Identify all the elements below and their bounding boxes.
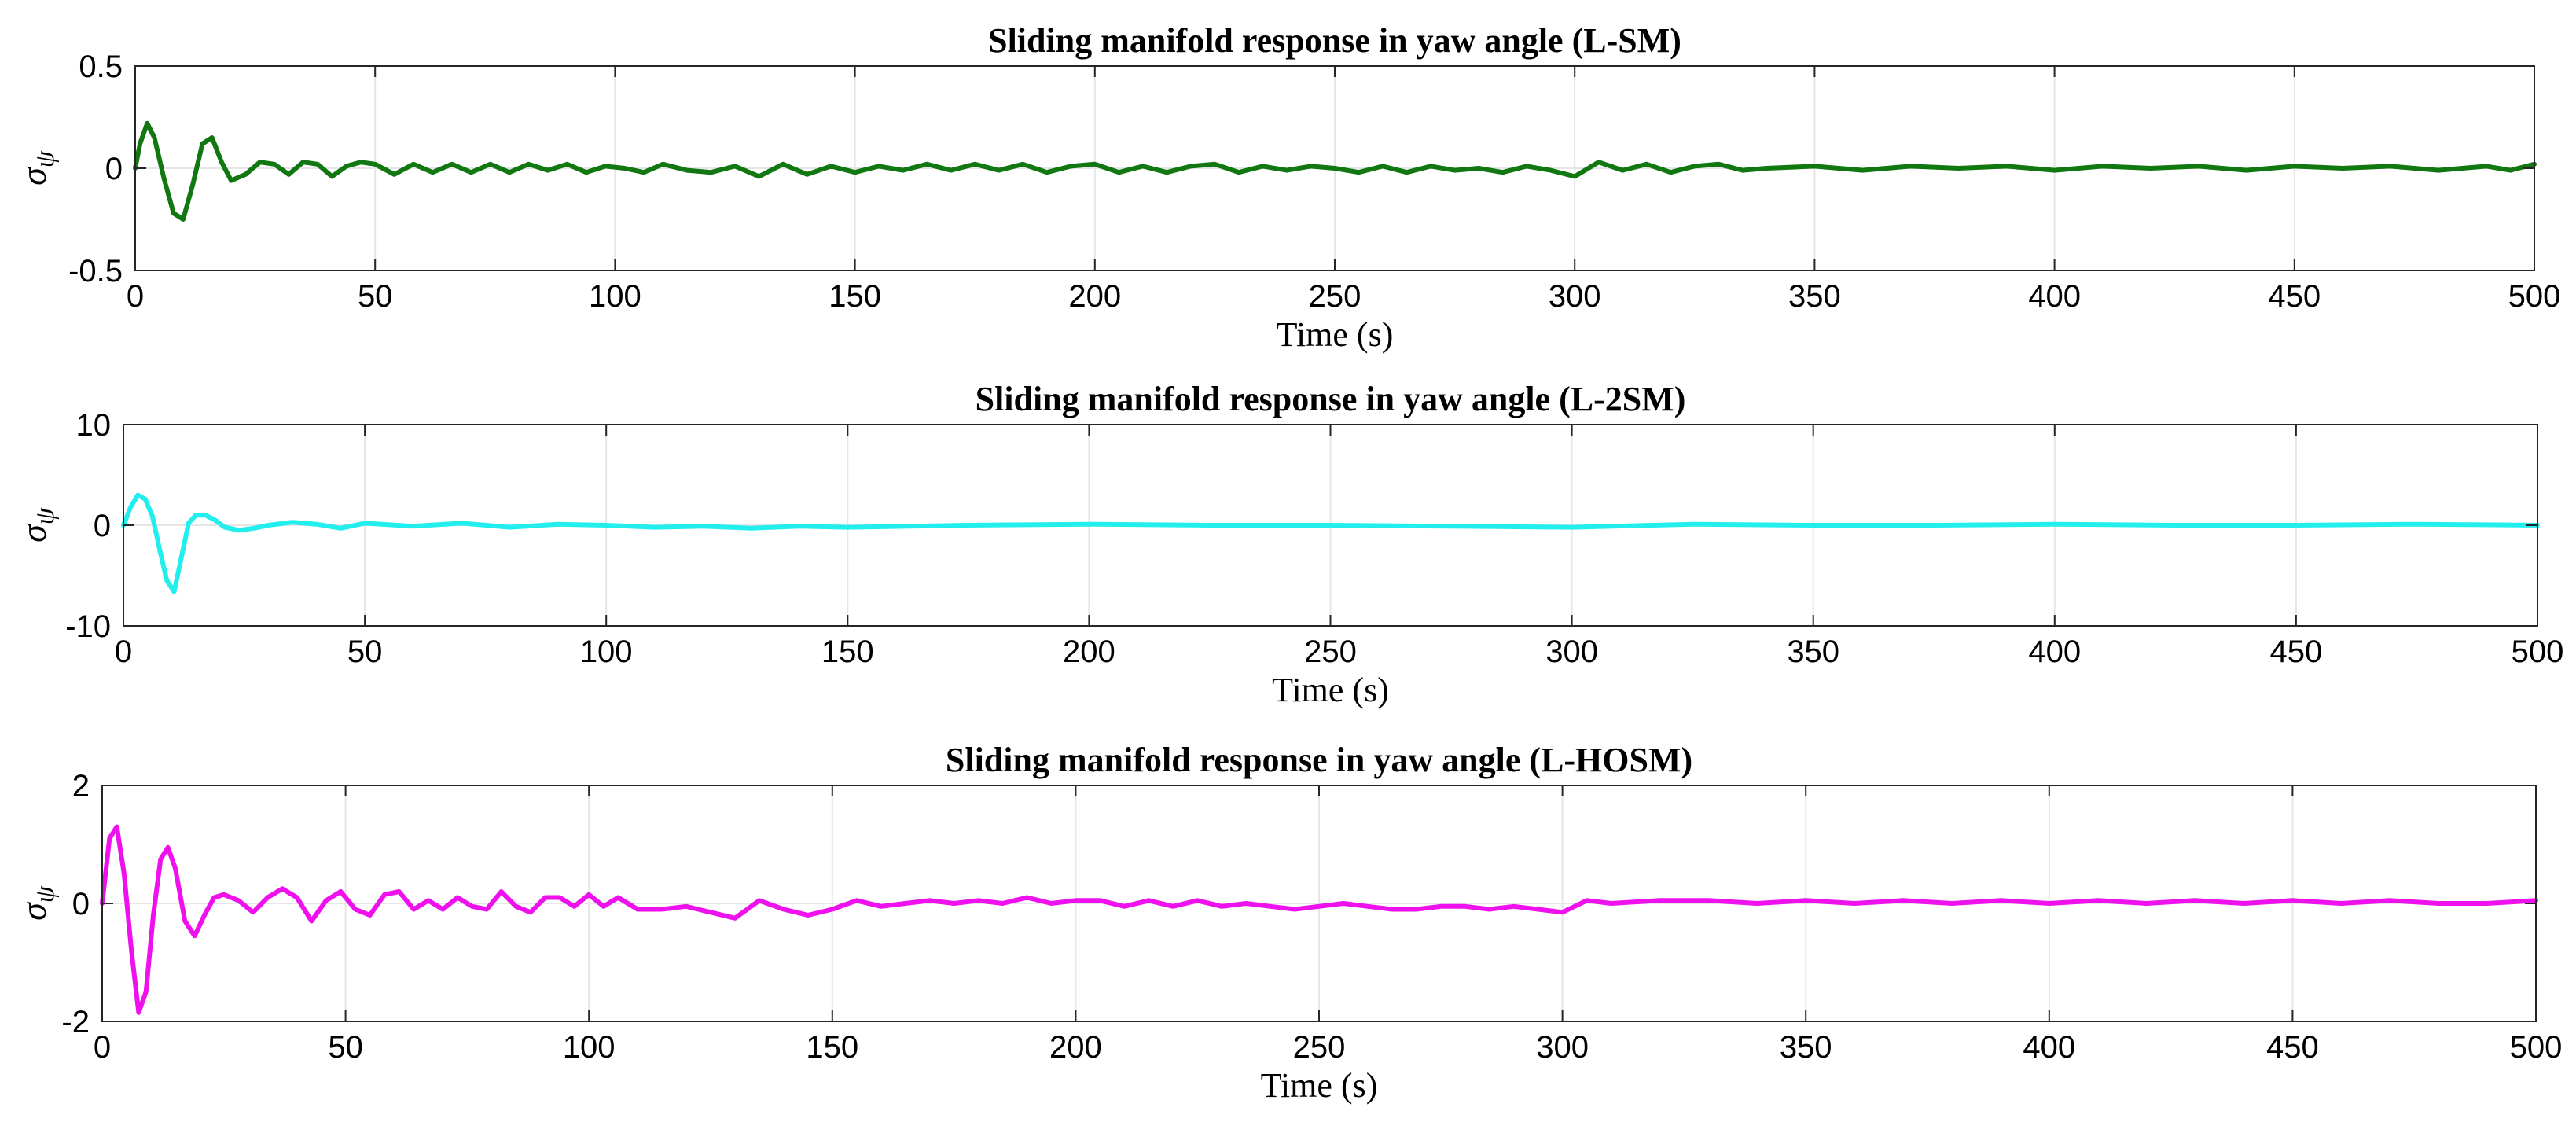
x-tick-label: 200 xyxy=(1068,279,1121,314)
y-tick-label: 0 xyxy=(105,152,123,186)
subplot-2: 0 50 100 150 200 250 300 350 400 450 500-10010Slid… xyxy=(13,380,2563,709)
y-tick-label: 10 xyxy=(76,408,112,443)
x-tick-label: 350 xyxy=(1788,279,1841,314)
x-tick-label: 100 xyxy=(580,635,633,669)
x-tick-label: 450 xyxy=(2270,635,2323,669)
y-axis-label-symbol: σ xyxy=(13,523,53,543)
x-tick-label: 300 xyxy=(1545,635,1598,669)
x-tick-label: 50 xyxy=(328,1030,363,1065)
x-tick-label: 500 xyxy=(2512,635,2564,669)
series-line xyxy=(121,492,2540,594)
x-tick-label: 300 xyxy=(1536,1030,1589,1065)
x-tick-label: 500 xyxy=(2508,279,2561,314)
x-tick-label: 250 xyxy=(1304,635,1357,669)
y-axis-label-symbol: σ xyxy=(13,166,53,186)
x-tick-label: 0 xyxy=(115,635,132,669)
chart-title: Sliding manifold response in yaw angle (… xyxy=(988,21,1681,60)
y-tick-label: -10 xyxy=(65,609,111,644)
chart-title: Sliding manifold response in yaw angle (… xyxy=(976,380,1686,418)
x-tick-label: 400 xyxy=(2023,1030,2075,1065)
y-axis-label-subscript: ψ xyxy=(31,150,60,167)
y-axis-label-subscript: ψ xyxy=(31,885,60,903)
y-tick-label: 0 xyxy=(72,887,90,921)
x-tick-label: 450 xyxy=(2268,279,2321,314)
x-tick-label: 400 xyxy=(2028,635,2081,669)
x-tick-label: 450 xyxy=(2266,1030,2319,1065)
y-tick-label: 2 xyxy=(72,769,90,804)
y-tick-label: 0.5 xyxy=(79,50,123,84)
x-tick-label: 0 xyxy=(127,279,144,314)
x-tick-label: 50 xyxy=(358,279,393,314)
y-axis-label: σψ xyxy=(13,150,60,186)
y-tick-label: -2 xyxy=(61,1005,90,1039)
x-tick-label: 0 xyxy=(94,1030,111,1065)
x-tick-label: 250 xyxy=(1309,279,1361,314)
x-axis-label: Time (s) xyxy=(1272,671,1389,709)
x-tick-label: 150 xyxy=(821,635,874,669)
x-tick-label: 400 xyxy=(2028,279,2081,314)
subplot-3: 0 50 100 150 200 250 300 350 400 450 500-202Slidin… xyxy=(13,741,2562,1105)
x-axis-label: Time (s) xyxy=(1261,1066,1378,1105)
x-tick-label: 100 xyxy=(589,279,641,314)
series-line xyxy=(100,824,2538,1015)
y-tick-label: 0 xyxy=(94,509,111,543)
x-tick-label: 350 xyxy=(1787,635,1839,669)
chart-title: Sliding manifold response in yaw angle (… xyxy=(946,741,1692,779)
x-tick-label: 150 xyxy=(806,1030,858,1065)
x-tick-label: 150 xyxy=(829,279,881,314)
x-axis-label: Time (s) xyxy=(1277,315,1394,354)
x-tick-label: 50 xyxy=(347,635,383,669)
y-axis-label: σψ xyxy=(13,507,60,543)
x-tick-label: 500 xyxy=(2510,1030,2563,1065)
x-tick-label: 350 xyxy=(1780,1030,1832,1065)
x-tick-label: 200 xyxy=(1063,635,1115,669)
y-axis-label-subscript: ψ xyxy=(31,507,60,524)
series-line xyxy=(133,120,2537,222)
x-tick-label: 200 xyxy=(1049,1030,1102,1065)
y-tick-label: -0.5 xyxy=(68,254,123,289)
x-tick-label: 250 xyxy=(1293,1030,1346,1065)
y-axis-label: σψ xyxy=(13,885,60,921)
subplot-1: 0 50 100 150 200 250 300 350 400 450 500-0.500.5Sl… xyxy=(13,21,2560,354)
x-tick-label: 300 xyxy=(1549,279,1601,314)
y-axis-label-symbol: σ xyxy=(13,901,53,921)
x-tick-label: 100 xyxy=(563,1030,616,1065)
